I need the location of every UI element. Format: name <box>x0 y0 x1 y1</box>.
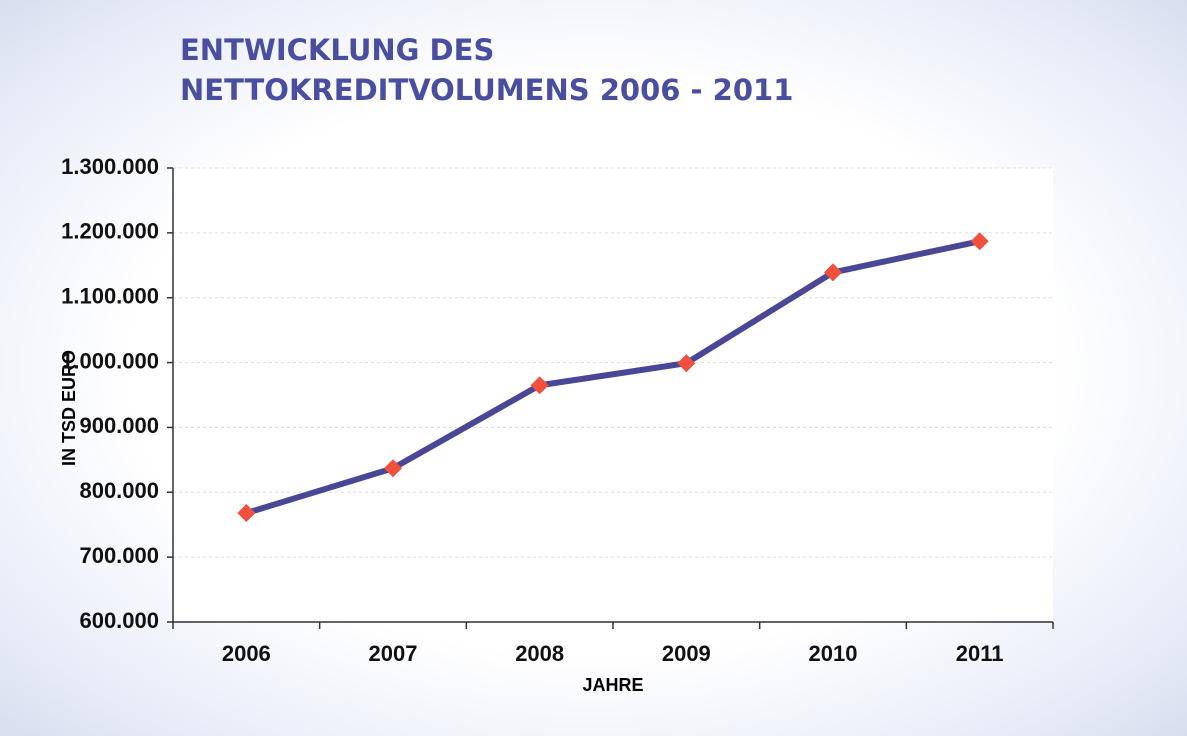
data-line <box>245 238 981 516</box>
data-point <box>237 504 256 523</box>
chart-title-line: NETTOKREDITVOLUMENS 2006 - 2011 <box>180 73 793 107</box>
y-tick-label: 1.300.000 <box>61 154 159 179</box>
data-point <box>824 263 842 282</box>
y-tick-label: 600.000 <box>79 608 159 633</box>
x-tick-label: 2010 <box>809 641 858 666</box>
y-tick-label: 800.000 <box>79 478 159 503</box>
x-axis-label: JAHRE <box>582 675 643 695</box>
data-point <box>970 232 989 251</box>
x-tick-label: 2009 <box>662 641 711 666</box>
y-axis-label: IN TSD EURO <box>59 350 79 466</box>
y-tick-label: 1.100.000 <box>61 284 159 309</box>
y-tick-label: 700.000 <box>79 543 159 568</box>
chart-title-line: ENTWICKLUNG DES <box>180 33 494 67</box>
y-tick-label: 1.200.000 <box>61 219 159 244</box>
data-point <box>677 354 696 373</box>
data-point <box>384 459 402 478</box>
y-tick-label: 1.000.000 <box>61 348 159 373</box>
x-tick-label: 2008 <box>515 641 564 666</box>
data-point <box>530 376 549 395</box>
x-tick-label: 2007 <box>369 641 418 666</box>
x-tick-label: 2011 <box>956 641 1004 666</box>
y-tick-label: 900.000 <box>79 413 159 438</box>
plot-area <box>173 168 1053 622</box>
x-tick-label: 2006 <box>222 641 271 666</box>
